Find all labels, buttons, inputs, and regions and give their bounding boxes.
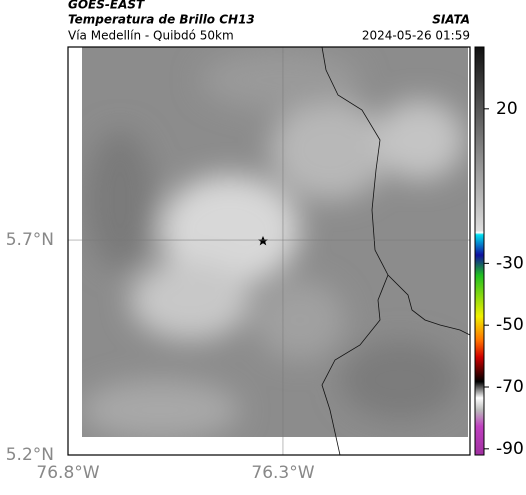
location-marker bbox=[258, 236, 268, 246]
colorbar bbox=[474, 46, 485, 456]
boundary bbox=[321, 274, 389, 456]
colorbar-label: -90 bbox=[496, 439, 524, 459]
y-tick-label: 5.7°N bbox=[6, 230, 54, 250]
colorbar-label: -30 bbox=[496, 253, 524, 273]
satellite-image bbox=[82, 47, 468, 437]
source: SIATA bbox=[432, 13, 470, 27]
y-tick-label: 5.2°N bbox=[6, 445, 54, 465]
product: Temperatura de Brillo CH13 bbox=[68, 13, 255, 27]
region: Vía Medellín - Quibdó 50km bbox=[68, 29, 234, 43]
boundary bbox=[321, 46, 471, 336]
satellite: GOES-EAST bbox=[68, 0, 145, 12]
map-frame bbox=[67, 46, 471, 456]
colorbar-label: 20 bbox=[496, 99, 518, 119]
colorbar-label: -70 bbox=[496, 377, 524, 397]
x-tick-label: 76.3°W bbox=[251, 463, 314, 483]
colorbar-label: -50 bbox=[496, 315, 524, 335]
x-tick-label: 76.8°W bbox=[36, 463, 99, 483]
datetime: 2024-05-26 01:59 bbox=[362, 29, 470, 43]
